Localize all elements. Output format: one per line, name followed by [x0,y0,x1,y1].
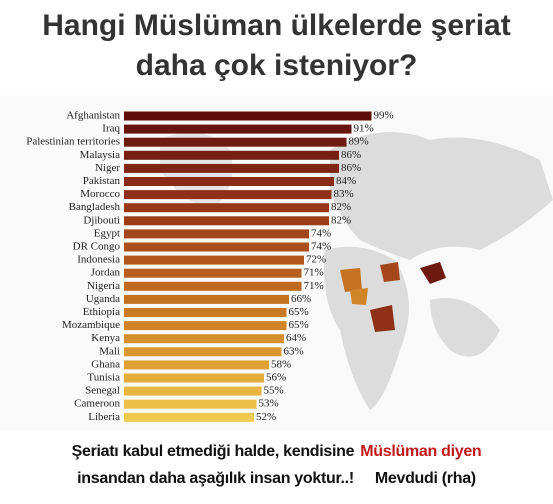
category-label: Bangladesh [69,201,121,213]
bar [124,360,269,370]
category-label: Ethiopia [83,306,120,318]
category-label: DR Congo [73,241,121,253]
value-label: 55% [264,385,284,397]
bar [124,163,339,173]
bar [124,255,304,265]
value-label: 53% [259,398,279,410]
bar [124,347,282,357]
value-label: 86% [341,149,361,161]
bar [124,399,257,409]
category-label: Afghanistan [66,110,120,122]
value-label: 64% [286,332,306,344]
value-label: 65% [289,306,309,318]
value-label: 63% [284,345,304,357]
bar [124,190,332,200]
bar [124,294,289,304]
category-label: Mozambique [62,319,120,331]
map-highlights [340,262,446,332]
value-label: 86% [341,162,361,174]
bar [124,308,287,317]
bar [124,334,284,344]
caption-author: Mevdudi (rha) [374,470,476,487]
category-label: Niger [95,162,120,174]
category-label: Mali [99,345,120,357]
value-label: 72% [306,254,326,266]
category-label: Senegal [85,385,120,397]
value-label: 66% [291,293,311,305]
category-label: Egypt [94,227,120,239]
bar [124,124,352,134]
chart-title: Hangi Müslüman ülkelerde şeriat daha çok… [42,9,511,82]
value-label: 91% [354,123,374,135]
value-label: 71% [304,280,324,292]
category-label: Jordan [91,267,121,279]
category-label: Iraq [102,123,120,135]
category-label: Tunisia [87,372,120,384]
bar [124,412,254,422]
category-label: Nigeria [87,280,120,292]
value-label: 56% [266,372,286,384]
category-label: Indonesia [77,254,120,266]
bar [124,177,334,186]
bar [124,281,302,291]
bar [124,216,329,226]
category-label: Cameroon [74,398,120,410]
value-label: 82% [331,201,351,213]
value-label: 52% [256,411,276,423]
value-label: 74% [311,227,331,239]
value-label: 65% [289,319,309,331]
category-label: Kenya [91,332,120,344]
bar [124,242,309,252]
bar [124,111,372,121]
bar [124,150,339,160]
category-label: Morocco [80,188,120,200]
caption-highlight: Müslüman diyen [360,443,482,460]
category-label: Pakistan [83,175,121,187]
value-label: 74% [311,241,331,253]
caption: Şeriatı kabul etmediği halde, kendisine M… [0,438,553,492]
caption-text: Şeriatı kabul etmediği halde, kendisine [71,443,355,460]
value-label: 71% [304,267,324,279]
value-label: 89% [349,136,369,148]
value-label: 99% [374,110,394,122]
value-label: 58% [271,358,291,370]
category-label: Ghana [91,358,120,370]
category-label: Djibouti [83,214,120,226]
bar [124,268,302,278]
category-label: Malaysia [80,149,120,161]
bar [124,321,287,331]
bar [124,137,347,147]
category-label: Uganda [86,293,120,305]
bar [124,203,329,213]
category-label: Liberia [88,411,120,423]
value-label: 82% [331,214,351,226]
caption-text: insandan daha aşağılık insan yoktur..! [77,470,354,487]
value-label: 83% [334,188,354,200]
category-label: Palestinian territories [26,136,120,148]
bar [124,229,309,239]
bar [124,373,264,383]
value-label: 84% [336,175,356,187]
bar [124,386,262,396]
